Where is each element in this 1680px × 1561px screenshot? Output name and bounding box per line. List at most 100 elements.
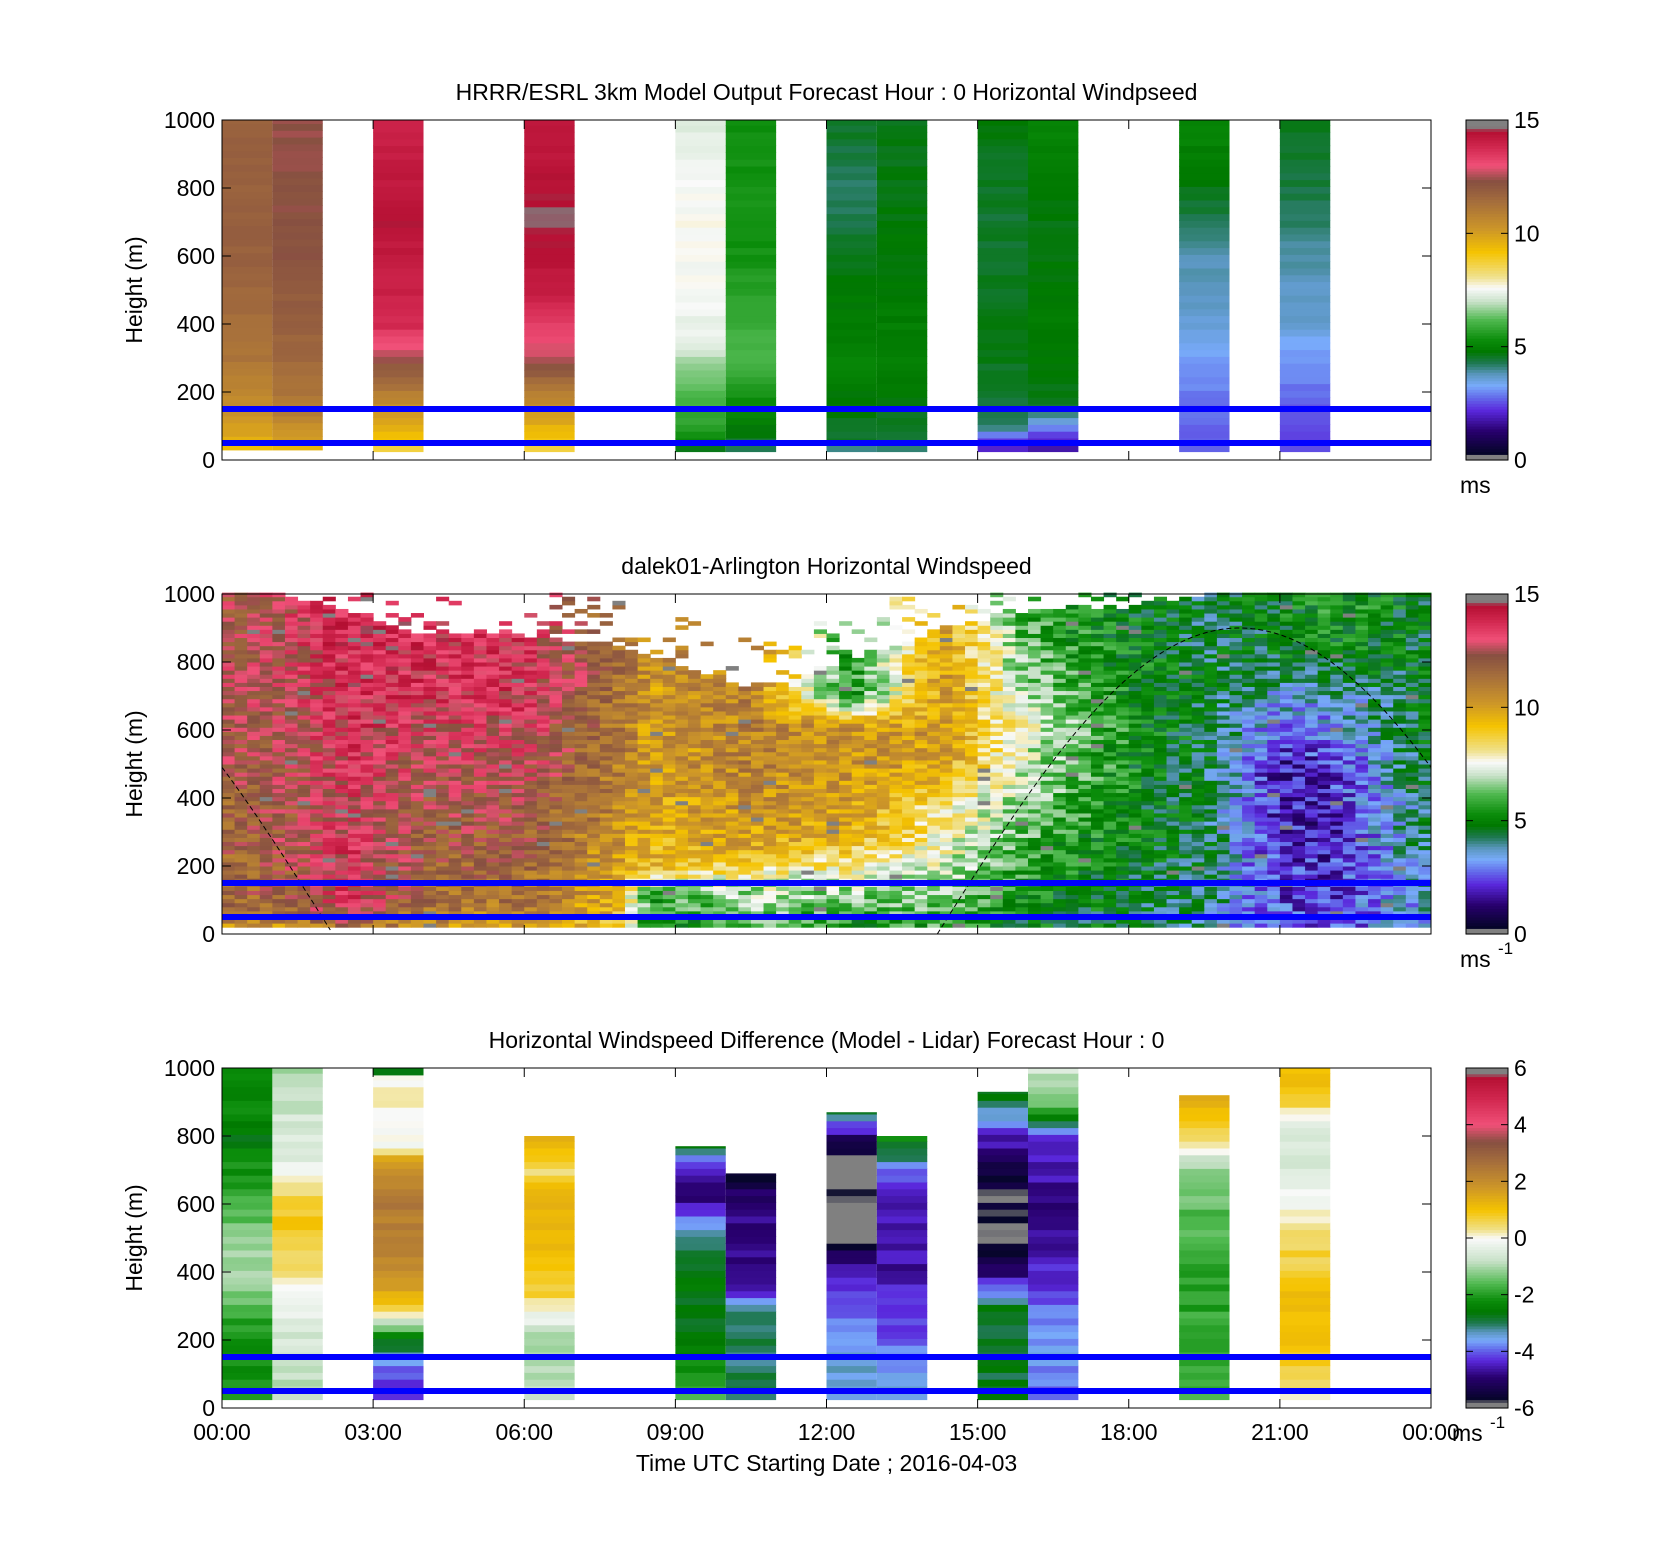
heatmap-cell <box>410 715 424 720</box>
heatmap-cell <box>436 629 450 634</box>
heatmap-cell <box>650 710 664 716</box>
heatmap-cell <box>700 731 714 736</box>
heatmap-cell <box>876 894 890 900</box>
heatmap-cell <box>788 857 802 863</box>
heatmap-cell <box>700 923 714 928</box>
heatmap-cell <box>511 890 525 896</box>
heatmap-cell <box>347 621 362 626</box>
heatmap-cell <box>587 800 601 806</box>
heatmap-cell <box>436 751 450 757</box>
heatmap-cell <box>650 715 664 720</box>
heatmap-cell <box>259 641 273 647</box>
heatmap-cell <box>763 653 777 659</box>
heatmap-cell <box>385 923 399 928</box>
heatmap-cell <box>599 662 613 667</box>
heatmap-cell <box>750 804 765 810</box>
lidar-time-column <box>461 633 475 928</box>
heatmap-cell <box>637 747 651 753</box>
heatmap-cell <box>662 764 676 769</box>
heatmap-cell <box>713 723 727 728</box>
heatmap-cell <box>675 213 726 221</box>
heatmap-cell <box>259 751 273 757</box>
heatmap-cell <box>700 764 714 769</box>
heatmap-cell <box>625 861 639 867</box>
colorbar-segment <box>1466 392 1508 396</box>
heatmap-cell <box>272 682 286 687</box>
heatmap-cell <box>788 690 802 696</box>
colorbar-tick-label: 5 <box>1514 334 1527 360</box>
heatmap-cell <box>813 833 827 838</box>
heatmap-cell <box>574 735 588 741</box>
heatmap-cell <box>322 825 336 830</box>
heatmap-cell <box>599 817 613 822</box>
heatmap-cell <box>410 804 424 810</box>
heatmap-cell <box>259 837 273 843</box>
heatmap-cell <box>1279 179 1331 187</box>
heatmap-cell <box>234 690 248 696</box>
heatmap-cell <box>524 674 538 679</box>
heatmap-cell <box>385 919 399 924</box>
heatmap-cell <box>322 890 336 896</box>
heatmap-cell <box>360 886 374 891</box>
heatmap-cell <box>1179 199 1230 208</box>
heatmap-cell <box>801 857 815 863</box>
heatmap-cell <box>876 861 890 867</box>
heatmap-cell <box>876 853 890 859</box>
heatmap-cell <box>876 410 928 419</box>
heatmap-cell <box>222 857 236 863</box>
heatmap-cell <box>322 874 336 879</box>
heatmap-cell <box>788 698 802 704</box>
heatmap-cell <box>700 682 714 687</box>
heatmap-cell <box>222 829 236 834</box>
heatmap-cell <box>499 886 513 891</box>
heatmap-cell <box>284 857 299 863</box>
heatmap-cell <box>650 825 664 830</box>
lidar-time-column <box>839 621 853 928</box>
heatmap-cell <box>574 747 588 753</box>
heatmap-cell <box>700 747 714 753</box>
heatmap-cell <box>511 808 525 814</box>
heatmap-cell <box>826 159 877 167</box>
heatmap-cell <box>385 764 399 769</box>
heatmap-cell <box>511 837 525 843</box>
heatmap-cell <box>461 715 475 720</box>
heatmap-cell <box>839 755 853 761</box>
heatmap-cell <box>763 710 777 716</box>
heatmap-cell <box>927 657 941 663</box>
heatmap-cell <box>499 662 513 667</box>
heatmap-cell <box>1179 213 1230 221</box>
heatmap-cell <box>373 666 387 671</box>
heatmap-cell <box>675 322 726 330</box>
heatmap-cell <box>927 747 941 753</box>
heatmap-cell <box>385 886 399 891</box>
heatmap-cell <box>725 397 777 405</box>
heatmap-cell <box>297 853 311 859</box>
heatmap-cell <box>725 376 777 385</box>
heatmap-cell <box>587 796 601 802</box>
heatmap-cell <box>876 751 890 757</box>
lidar-time-column <box>612 600 626 928</box>
heatmap-cell <box>599 890 613 896</box>
heatmap-cell <box>801 792 815 798</box>
heatmap-cell <box>562 849 576 855</box>
heatmap-cell <box>700 804 714 810</box>
heatmap-cell <box>549 735 563 741</box>
heatmap-cell <box>864 784 878 789</box>
lidar-time-column <box>297 600 311 928</box>
heatmap-cell <box>562 666 576 671</box>
heatmap-cell <box>562 845 576 851</box>
heatmap-cell <box>662 898 676 904</box>
heatmap-cell <box>360 833 374 838</box>
heatmap-cell <box>524 800 538 806</box>
heatmap-cell <box>373 702 387 708</box>
heatmap-cell <box>599 768 613 773</box>
heatmap-cell <box>687 849 702 855</box>
heatmap-cell <box>675 727 689 732</box>
heatmap-cell <box>486 829 500 834</box>
heatmap-cell <box>763 792 777 798</box>
heatmap-cell <box>851 723 865 728</box>
heatmap-cell <box>385 776 399 781</box>
heatmap-cell <box>347 812 362 818</box>
heatmap-cell <box>461 743 475 749</box>
heatmap-cell <box>297 755 311 761</box>
